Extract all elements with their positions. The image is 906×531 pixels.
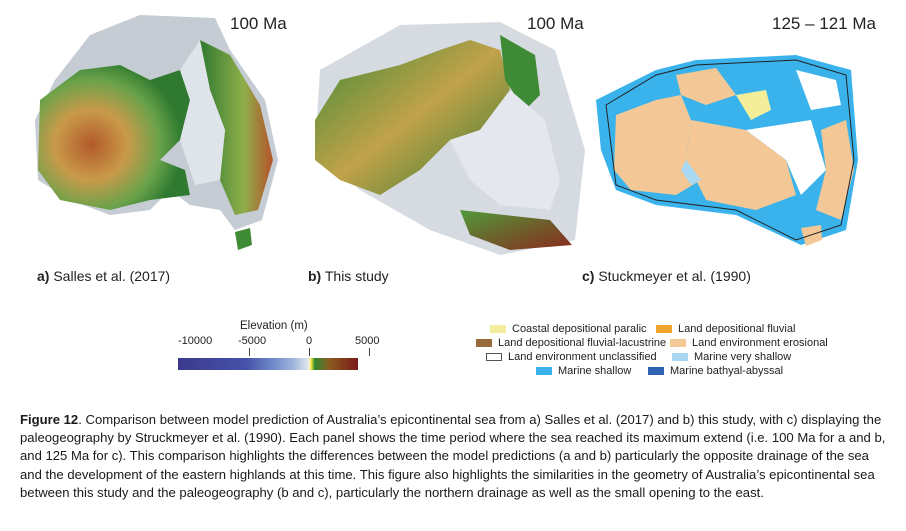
panel-c: 125 – 121 Ma <box>596 10 886 260</box>
elevation-tick-mark <box>309 348 310 356</box>
elevation-tick-label: 0 <box>306 335 313 347</box>
legend-item: Land depositional fluvial-lacustrine <box>476 337 666 349</box>
legend-item: Marine bathyal-abyssal <box>648 365 783 377</box>
panel-caption-c: c) Stuckmeyer et al. (1990) <box>582 268 751 284</box>
elevation-colorbar <box>178 358 358 370</box>
panel-caption-b: b) This study <box>308 268 389 284</box>
legend-label: Marine shallow <box>558 365 632 377</box>
panel-letter-c: c) <box>582 268 595 284</box>
legend-label: Marine bathyal-abyssal <box>670 365 784 377</box>
time-label-a: 100 Ma <box>230 14 287 33</box>
panel-letter-a: a) <box>37 268 50 284</box>
map-b-this-study <box>315 22 585 255</box>
legend-swatch <box>486 353 502 361</box>
legend-item: Land environment unclassified <box>486 351 657 363</box>
legend-swatch <box>656 325 672 333</box>
panel-source-a: Salles et al. (2017) <box>53 268 171 284</box>
legend-item: Land depositional fluvial <box>656 323 795 335</box>
legend-label: Land environment unclassified <box>508 351 657 363</box>
elevation-tick-mark <box>249 348 250 356</box>
legend-swatch <box>670 339 686 347</box>
time-label-b: 100 Ma <box>527 14 584 33</box>
legend-swatch <box>672 353 688 361</box>
paleogeography-legend: Coastal depositional paralic Land deposi… <box>476 321 866 381</box>
panel-letter-b: b) <box>308 268 322 284</box>
legend-item: Marine shallow <box>536 365 631 377</box>
legend-swatch <box>648 367 664 375</box>
legend-item: Land environment erosional <box>670 337 828 349</box>
legend-label: Land depositional fluvial <box>678 323 796 335</box>
panel-source-c: Stuckmeyer et al. (1990) <box>598 268 751 284</box>
elevation-tick-label: -10000 <box>178 335 213 347</box>
elevation-tick-label: 5000 <box>355 335 380 347</box>
elevation-legend-title: Elevation (m) <box>240 320 308 332</box>
legend-label: Land environment erosional <box>692 337 828 349</box>
figure-caption: Figure 12. Comparison between model pred… <box>20 411 886 502</box>
map-c-paleogeography <box>596 55 858 246</box>
map-a-salles <box>35 15 278 250</box>
elevation-tick-mark <box>369 348 370 356</box>
panel-caption-a: a) Salles et al. (2017) <box>37 268 170 284</box>
elevation-legend: Elevation (m) -10000 -5000 0 5000 <box>178 318 380 378</box>
legend-item: Marine very shallow <box>672 351 791 363</box>
legend-label: Coastal depositional paralic <box>512 323 647 335</box>
elevation-tick-label: -5000 <box>238 335 267 347</box>
figure-caption-text: . Comparison between model prediction of… <box>20 412 886 500</box>
legend-swatch <box>476 339 492 347</box>
legend-item: Coastal depositional paralic <box>490 323 647 335</box>
time-label-c: 125 – 121 Ma <box>772 14 876 33</box>
figure-caption-label: Figure 12 <box>20 412 79 427</box>
legend-label: Marine very shallow <box>694 351 792 363</box>
legend-swatch <box>490 325 506 333</box>
legend-swatch <box>536 367 552 375</box>
panel-source-b: This study <box>324 268 389 284</box>
legend-label: Land depositional fluvial-lacustrine <box>498 337 667 349</box>
panel-a: 100 Ma <box>30 10 290 260</box>
panel-b: 100 Ma <box>300 10 590 260</box>
